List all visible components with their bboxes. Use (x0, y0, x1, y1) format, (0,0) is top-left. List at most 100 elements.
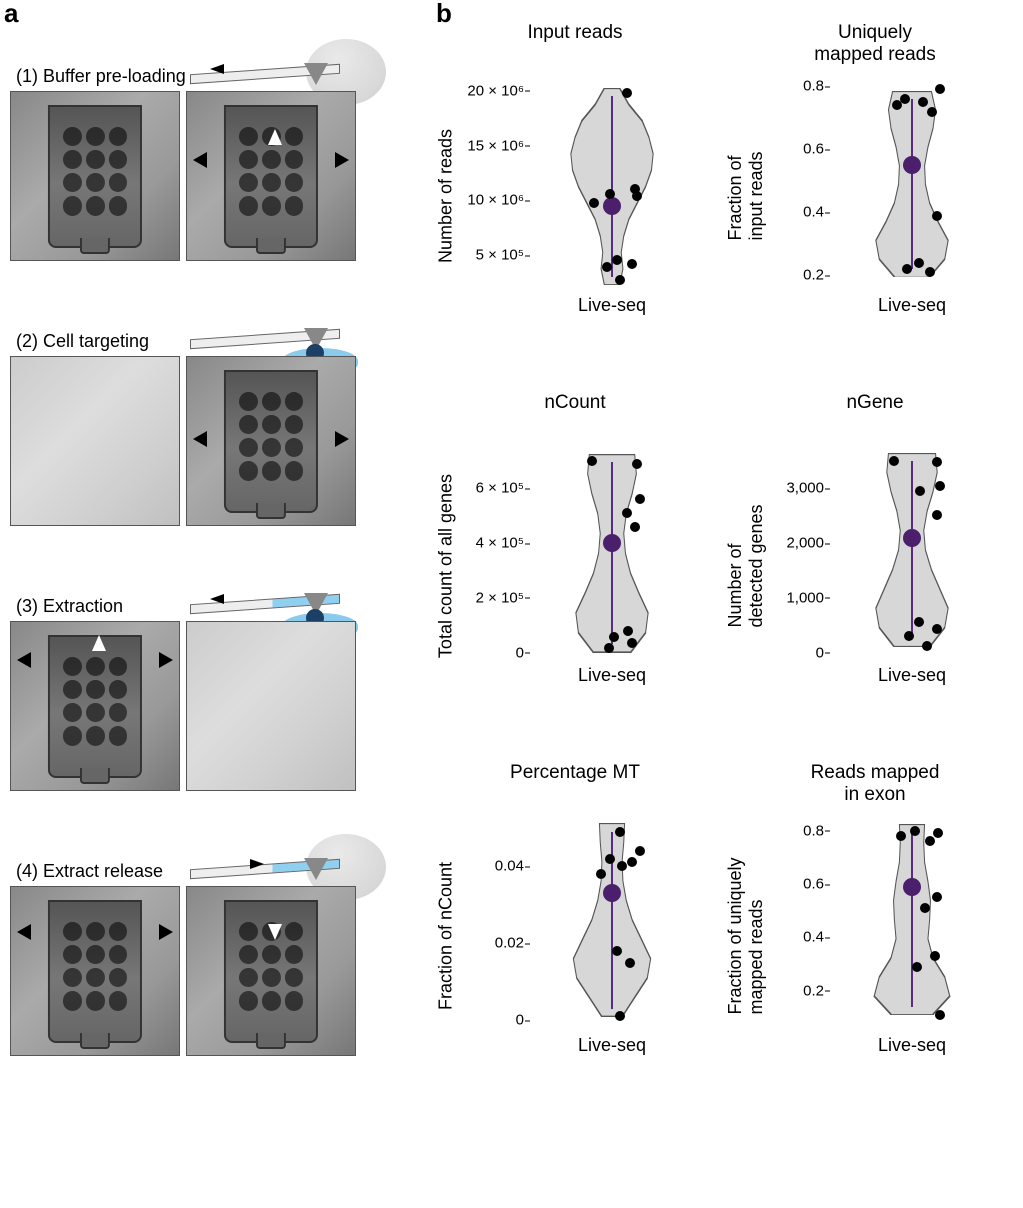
plot-area: Number ofdetected genes01,0002,0003,000L… (740, 446, 1010, 686)
data-point (896, 831, 906, 841)
data-point (932, 892, 942, 902)
chart-title: Percentage MT (440, 762, 710, 810)
y-tick: 0 (458, 644, 524, 661)
violin-stem (911, 832, 913, 1007)
data-point (932, 510, 942, 520)
x-axis-label: Live-seq (830, 295, 994, 316)
x-axis-label: Live-seq (830, 665, 994, 686)
data-point (635, 846, 645, 856)
y-tick: 0 (458, 1012, 524, 1029)
y-tick: 0 (758, 644, 824, 661)
violin-stem (911, 461, 913, 638)
flow-arrow-icon (92, 635, 106, 651)
data-point (933, 828, 943, 838)
microscopy-image (186, 356, 356, 526)
microscopy-image (186, 91, 356, 261)
y-tick: 0.2 (758, 982, 824, 999)
axis-area: 02 × 10⁵4 × 10⁵6 × 10⁵ (530, 450, 694, 658)
violin-plot: Input reads Number of reads5 × 10⁵10 × 10… (440, 22, 710, 332)
mean-point (903, 878, 921, 896)
schematic-icon (190, 35, 380, 99)
plot-area: Number of reads5 × 10⁵10 × 10⁶15 × 10⁶20… (440, 76, 710, 316)
data-point (632, 191, 642, 201)
data-point (627, 259, 637, 269)
workflow-step-2: (2) Cell targeting (10, 331, 390, 526)
microscopy-image (186, 621, 356, 791)
axis-area: 0.20.40.60.8 (830, 80, 994, 288)
microscopy-image (10, 886, 180, 1056)
workflow-step-3: (3) Extraction (10, 596, 390, 791)
y-tick: 4 × 10⁵ (458, 535, 524, 552)
data-point (617, 861, 627, 871)
pointer-arrowhead-icon (159, 924, 173, 940)
y-tick: 0.4 (758, 929, 824, 946)
schematic-icon (190, 830, 380, 894)
violin-stem (911, 99, 913, 269)
data-point (918, 97, 928, 107)
y-tick: 10 × 10⁶ (458, 192, 524, 209)
data-point (627, 638, 637, 648)
y-tick: 0.8 (758, 78, 824, 95)
chart-title: Reads mappedin exon (740, 762, 1010, 810)
data-point (932, 457, 942, 467)
schematic-icon (190, 565, 380, 629)
violin-plot: nGeneNumber ofdetected genes01,0002,0003… (740, 392, 1010, 702)
y-tick: 0.6 (758, 876, 824, 893)
violin-stem (611, 462, 613, 644)
data-point (627, 857, 637, 867)
data-point (932, 211, 942, 221)
mean-point (603, 884, 621, 902)
data-point (609, 632, 619, 642)
data-point (622, 508, 632, 518)
violin-plot: nCount Total count of all genes02 × 10⁵4 … (440, 392, 710, 702)
flow-arrow-icon (268, 924, 282, 940)
data-point (930, 951, 940, 961)
y-tick: 2,000 (758, 535, 824, 552)
y-axis-label: Fraction of nCount (436, 862, 457, 1010)
data-point (615, 827, 625, 837)
y-axis-label: Number ofdetected genes (725, 504, 767, 627)
y-tick: 0.6 (758, 141, 824, 158)
step-image-row (10, 91, 390, 261)
y-tick: 0.4 (758, 204, 824, 221)
x-axis-label: Live-seq (530, 1035, 694, 1056)
axis-area: 00.020.04 (530, 820, 694, 1028)
flow-arrow-icon (268, 129, 282, 145)
step-image-row (10, 621, 390, 791)
x-axis-label: Live-seq (530, 295, 694, 316)
data-point (604, 643, 614, 653)
pointer-arrowhead-icon (17, 924, 31, 940)
axis-area: 5 × 10⁵10 × 10⁶15 × 10⁶20 × 10⁶ (530, 80, 694, 288)
data-point (935, 84, 945, 94)
y-tick: 0.2 (758, 267, 824, 284)
chart-title: nCount (440, 392, 710, 440)
x-axis-label: Live-seq (530, 665, 694, 686)
axis-area: 01,0002,0003,000 (830, 450, 994, 658)
data-point (635, 494, 645, 504)
chart-title: Input reads (440, 22, 710, 70)
y-tick: 0.8 (758, 822, 824, 839)
data-point (935, 481, 945, 491)
data-point (605, 189, 615, 199)
data-point (935, 1010, 945, 1020)
workflow-step-4: (4) Extract release (10, 861, 390, 1056)
data-point (920, 903, 930, 913)
plot-area: Fraction ofinput reads0.20.40.60.8Live-s… (740, 76, 1010, 316)
mean-point (603, 534, 621, 552)
axis-area: 0.20.40.60.8 (830, 820, 994, 1028)
microscopy-image (10, 356, 180, 526)
data-point (915, 486, 925, 496)
plot-area: Fraction of nCount00.020.04Live-seq (440, 816, 710, 1056)
panel-b: Input reads Number of reads5 × 10⁵10 × 10… (440, 22, 1010, 1072)
x-axis-label: Live-seq (830, 1035, 994, 1056)
step-image-row (10, 886, 390, 1056)
step-image-row (10, 356, 390, 526)
data-point (602, 262, 612, 272)
plot-area: Fraction of uniquelymapped reads0.20.40.… (740, 816, 1010, 1056)
workflow-step-1: (1) Buffer pre-loading (10, 66, 390, 261)
data-point (932, 624, 942, 634)
plot-area: Total count of all genes02 × 10⁵4 × 10⁵6… (440, 446, 710, 686)
violin-plot: Uniquelymapped readsFraction ofinput rea… (740, 22, 1010, 332)
schematic-icon (190, 300, 380, 364)
microscopy-image (10, 621, 180, 791)
